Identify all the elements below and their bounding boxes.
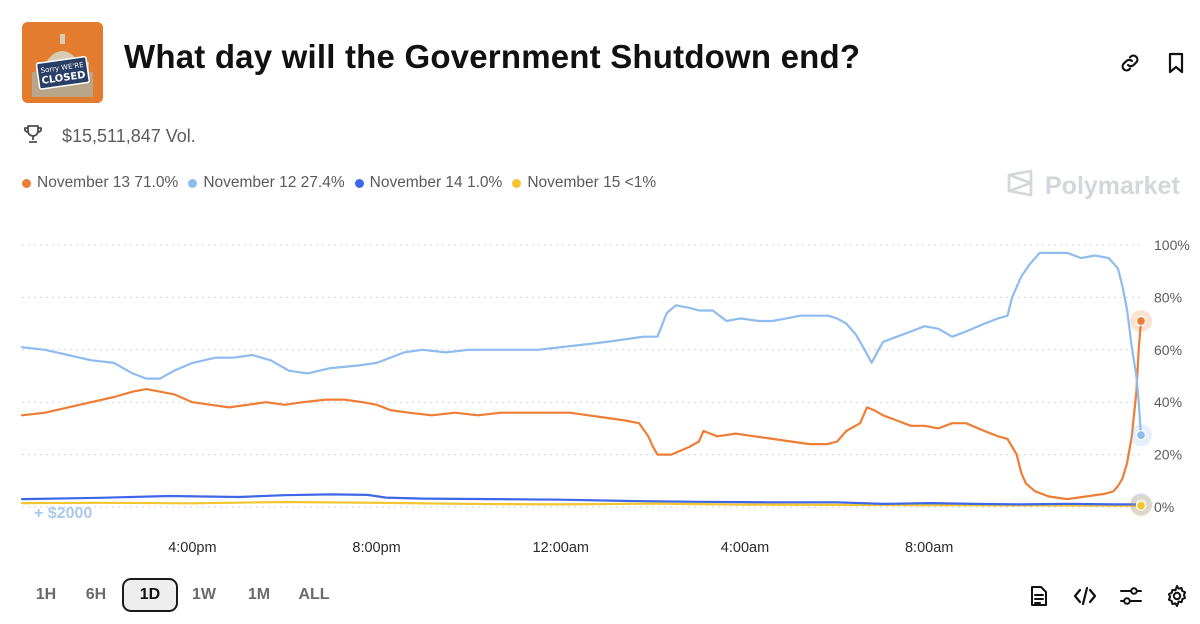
chart-tools [1024, 582, 1192, 610]
legend-item: November 12 27.4% [188, 174, 345, 192]
y-tick-label: 0% [1154, 499, 1174, 515]
timeframe-1d[interactable]: 1D [122, 578, 178, 612]
volume-text: $15,511,847 Vol. [62, 125, 196, 146]
x-tick-label: 4:00am [721, 540, 769, 556]
legend-item: November 14 1.0% [354, 174, 503, 192]
y-tick-label: 100% [1154, 237, 1190, 253]
chart-legend: November 13 71.0% November 12 27.4% Nove… [22, 174, 666, 192]
legend-dot [354, 178, 364, 188]
legend-label: November 12 27.4% [203, 174, 345, 191]
y-tick-label: 40% [1154, 394, 1182, 410]
legend-label: November 14 1.0% [369, 174, 503, 191]
price-chart[interactable]: 100% 80% 60% 40% 20% 0% 4:00pm 8:00pm 12:00am 4:0… [0, 225, 1200, 570]
document-icon[interactable] [1024, 582, 1054, 610]
y-tick-label: 60% [1154, 342, 1182, 358]
market-thumbnail: Sorry WE'RE CLOSED [22, 22, 103, 103]
series-line [20, 500, 1143, 507]
timeframe-1m[interactable]: 1M [247, 586, 271, 603]
timeframe-all[interactable]: ALL [298, 586, 330, 603]
x-tick-label: 8:00am [905, 540, 953, 556]
timeframe-selector: 1H 6H 1D 1W 1M ALL [22, 578, 340, 612]
legend-label: November 13 71.0% [37, 174, 179, 191]
brand-name: Polymarket [1045, 172, 1180, 200]
page-title: What day will the Government Shutdown en… [124, 38, 861, 75]
legend-item: November 15 <1% [512, 174, 656, 192]
legend-dot [512, 178, 522, 188]
gear-icon[interactable] [1162, 582, 1192, 610]
volume-row: $15,511,847 Vol. [22, 124, 196, 148]
link-icon[interactable] [1116, 49, 1144, 77]
series-line [20, 493, 1143, 506]
y-tick-label: 20% [1154, 447, 1182, 463]
legend-label: November 15 <1% [527, 174, 657, 191]
timeframe-1w[interactable]: 1W [192, 586, 216, 603]
series-line [20, 319, 1143, 501]
legend-item: November 13 71.0% [22, 174, 178, 192]
x-tick-label: 12:00am [533, 540, 589, 556]
series-end-marker [1135, 315, 1147, 327]
bookmark-icon[interactable] [1162, 49, 1190, 77]
polymarket-watermark: Polymarket [1005, 168, 1180, 205]
legend-dot [22, 178, 31, 188]
trophy-icon [22, 123, 44, 150]
x-tick-label: 4:00pm [168, 540, 216, 556]
series-end-marker [1135, 430, 1147, 441]
timeframe-1h[interactable]: 1H [35, 586, 57, 603]
series-end-marker [1135, 500, 1147, 511]
chart-annotation: + $2000 [34, 505, 92, 522]
y-tick-label: 80% [1154, 289, 1182, 305]
timeframe-6h[interactable]: 6H [85, 586, 107, 603]
sliders-icon[interactable] [1116, 582, 1146, 610]
x-tick-label: 8:00pm [352, 540, 400, 556]
legend-dot [188, 178, 198, 188]
series-line [20, 251, 1143, 437]
polymarket-logo-icon [1005, 168, 1035, 205]
embed-icon[interactable] [1070, 582, 1100, 610]
